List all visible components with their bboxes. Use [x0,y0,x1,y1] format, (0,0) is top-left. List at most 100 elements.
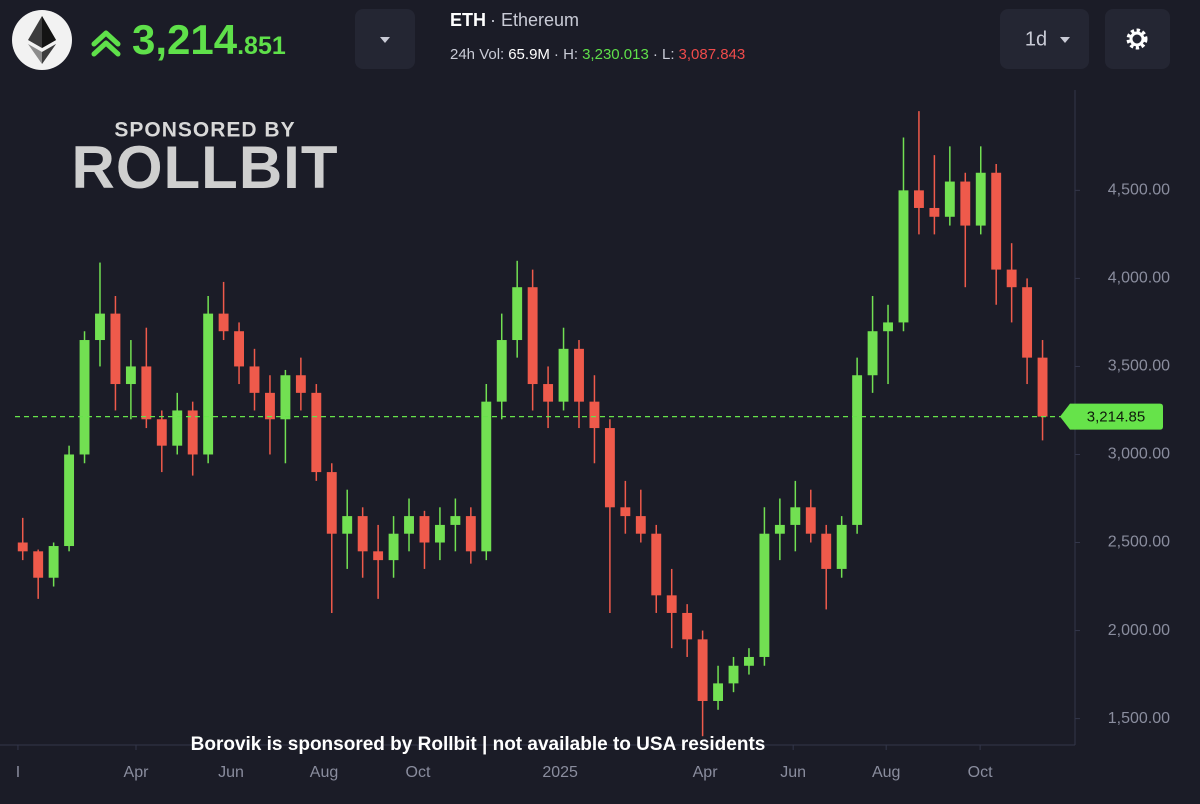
candle-body [496,340,507,402]
interval-bg[interactable] [1000,9,1089,69]
x-tick-label: Oct [406,764,431,781]
candle-body [635,516,646,534]
y-tick-label: 4,500.00 [1108,182,1170,199]
candle-body [620,507,631,517]
candle-body [249,366,260,393]
candle-body [574,348,584,402]
gear[interactable] [1129,31,1145,47]
candle-body [697,639,708,701]
candle-body [125,366,136,385]
stats-line: 24h Vol: 65.9M · H: 3,230.013 · L: 3,087.843 [450,46,745,63]
sponsor-brand: ROLLBIT [72,134,339,201]
interval-caret[interactable] [1060,37,1070,43]
candle-body [388,533,399,561]
price: 3,214.851 [132,16,286,63]
candle-body [728,665,739,684]
candle-body [141,366,152,420]
y-tick-label: 1,500.00 [1108,710,1170,727]
candle-body [1022,287,1033,358]
footer-note: Borovik is sponsored by Rollbit | not av… [191,734,766,755]
y-tick-label: 3,000.00 [1108,446,1170,463]
candle-body [465,516,476,552]
symbol: ETH [450,10,486,30]
candle-body [774,524,785,534]
candle-body [481,401,492,552]
candle-body [944,181,955,217]
x-tick-label: Aug [872,764,900,781]
low-label: · L: [653,46,675,63]
dropdown-caret[interactable] [380,37,390,43]
candle-body [883,322,893,332]
candle-body [913,190,924,208]
candle-body [852,375,863,525]
up-arrows [91,30,121,57]
y-tick-label: 2,000.00 [1108,622,1170,639]
candle-body [805,507,816,534]
candle-body [434,524,445,543]
candle-body [33,551,44,578]
price-decimals: .851 [237,32,286,60]
candle-body [867,331,878,376]
candle-body [929,207,940,217]
candle-body [17,542,28,552]
candle-body [1006,269,1017,288]
x-tick-label: Oct [968,764,993,781]
candle-body [558,348,569,402]
candle-body [975,172,986,226]
plot: 1,500.00 2,000.00 2,500.00 3,000.00 3,500.00… [15,111,1170,781]
candle-body [172,410,183,446]
candle-body [512,287,523,341]
low-value: 3,087.843 [679,46,746,63]
candle-body [156,419,167,446]
x-tick-label: 2025 [542,764,578,781]
candle-body [759,533,770,657]
candle-body [898,190,909,323]
symbol-line: ETH · Ethereum [450,10,579,30]
candle-body [836,524,847,569]
candle-body [527,287,538,385]
settings-button[interactable] [1105,9,1170,69]
candle-body [373,551,384,561]
candle-body [419,516,430,543]
candle-body [1037,357,1048,417]
x-tick-label: Jun [780,764,806,781]
candle-body [450,516,461,525]
settings-bg[interactable] [1105,9,1170,69]
candle-body [110,313,121,385]
x-tick-label: I [16,764,20,781]
candle-body [821,533,832,569]
x-tick-label: Jun [218,764,244,781]
candle-body [95,313,105,341]
y-tick-label: 3,500.00 [1108,358,1170,375]
interval-label[interactable]: 1d [1025,28,1047,50]
x-tick-label: Apr [124,764,150,781]
candle-body [991,172,1002,270]
candle-body [187,410,198,455]
candle-body [342,516,353,534]
gear-teeth[interactable] [1126,28,1148,50]
candle-body [604,428,615,508]
dropdown-button[interactable] [355,9,415,69]
candle-body [311,392,322,473]
x-tick-label: Aug [310,764,338,781]
candle-body [790,507,801,525]
candle-body [64,454,75,547]
price-main: 3,214 [132,16,238,63]
candle-body [960,181,971,226]
high-value: 3,230.013 [582,46,649,63]
candle-body [666,595,677,613]
candle-body [48,546,59,578]
y-tick-label: 4,000.00 [1108,270,1170,287]
candle-body [280,375,291,420]
sponsor-label: SPONSORED BY [114,119,295,142]
candle-body [404,516,414,534]
candle-body [651,533,662,596]
candle-body [203,313,214,455]
candle-body [218,313,229,332]
y-tick-label: 2,500.00 [1108,534,1170,551]
candle-body [79,340,90,455]
x-tick-label: Apr [693,764,719,781]
interval-button[interactable]: 1d [1000,9,1089,69]
